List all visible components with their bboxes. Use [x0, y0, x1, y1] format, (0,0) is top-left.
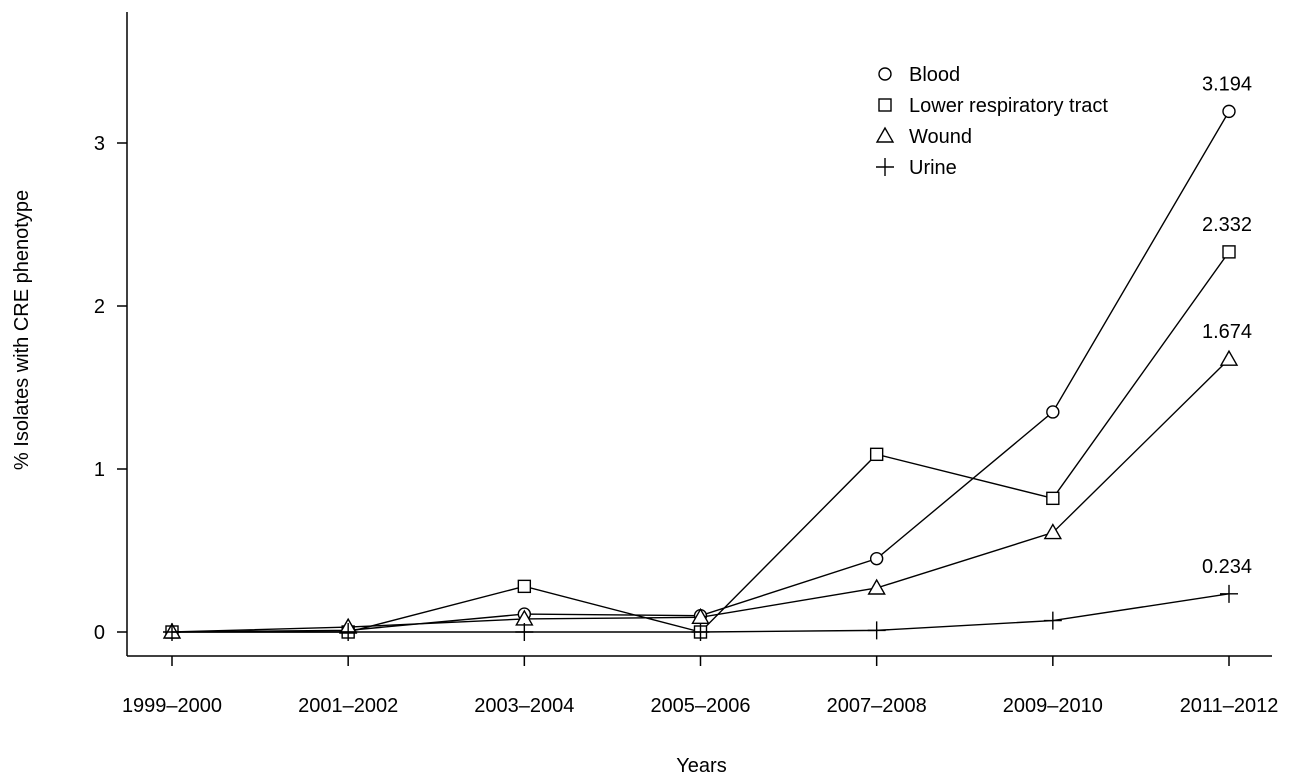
data-point-plus — [1220, 584, 1238, 603]
data-labels: 3.194 2.332 1.674 0.234 — [1202, 73, 1252, 577]
data-point-triangle — [1219, 349, 1239, 366]
legend-label: Lower respiratory tract — [909, 95, 1108, 117]
legend-item: Blood — [878, 64, 960, 86]
x-axis-title: Years — [676, 755, 726, 777]
data-point-plus — [163, 623, 181, 641]
data-point-plus — [339, 623, 358, 641]
data-point-circle — [1222, 104, 1236, 119]
legend-item: Urine — [876, 157, 957, 179]
data-point-square — [869, 447, 884, 462]
series-triangle — [162, 349, 1239, 639]
legend-label: Wound — [909, 126, 972, 148]
data-point-circle — [1046, 405, 1060, 419]
legend-marker-square — [878, 98, 892, 112]
axes: 0 1 2 3 1999–2000 2001–2002 2003–2004 2005–2006… — [11, 12, 1278, 777]
y-tick-label: 2 — [94, 296, 105, 318]
data-point-square — [517, 579, 532, 594]
series-layer — [162, 104, 1239, 641]
data-point-plus — [515, 623, 534, 641]
data-point-triangle — [1043, 523, 1063, 540]
data-point-plus — [691, 623, 710, 641]
legend-marker-triangle — [875, 126, 895, 143]
series-circle — [165, 104, 1236, 639]
y-tick-label: 3 — [94, 133, 105, 155]
y-axis-title: % Isolates with CRE phenotype — [11, 190, 33, 470]
data-point-square — [1222, 245, 1236, 259]
x-tick-label: 2007–2008 — [827, 695, 927, 717]
data-label: 2.332 — [1202, 214, 1252, 236]
y-tick-label: 1 — [94, 459, 105, 481]
x-tick-label: 2001–2002 — [298, 695, 398, 717]
data-label: 1.674 — [1202, 321, 1252, 343]
data-point-circle — [869, 551, 884, 566]
data-point-square — [1046, 491, 1060, 506]
legend-label: Blood — [909, 64, 960, 86]
legend-label: Urine — [909, 157, 957, 179]
series-line-circle — [171, 111, 1230, 633]
data-label: 0.234 — [1202, 556, 1252, 578]
legend: Blood Lower respiratory tract Wound Urine — [875, 64, 1108, 179]
legend-marker-circle — [878, 67, 892, 81]
legend-marker-plus — [876, 158, 894, 176]
x-tick-label: 2003–2004 — [474, 695, 574, 717]
x-tick-label: 2005–2006 — [650, 695, 750, 717]
data-point-plus — [867, 621, 886, 640]
data-point-triangle — [867, 578, 886, 595]
series-square — [165, 245, 1236, 639]
x-tick-label: 2011–2012 — [1180, 695, 1279, 717]
series-line-square — [172, 251, 1230, 633]
series-plus — [163, 584, 1238, 641]
data-point-plus — [1043, 611, 1062, 630]
x-tick-label: 2009–2010 — [1003, 695, 1103, 717]
legend-item: Wound — [875, 126, 972, 148]
legend-item: Lower respiratory tract — [878, 95, 1108, 117]
y-tick-label: 0 — [94, 622, 105, 644]
x-tick-label: 1999–2000 — [122, 695, 222, 717]
series-line-triangle — [171, 358, 1230, 633]
data-label: 3.194 — [1202, 73, 1252, 95]
